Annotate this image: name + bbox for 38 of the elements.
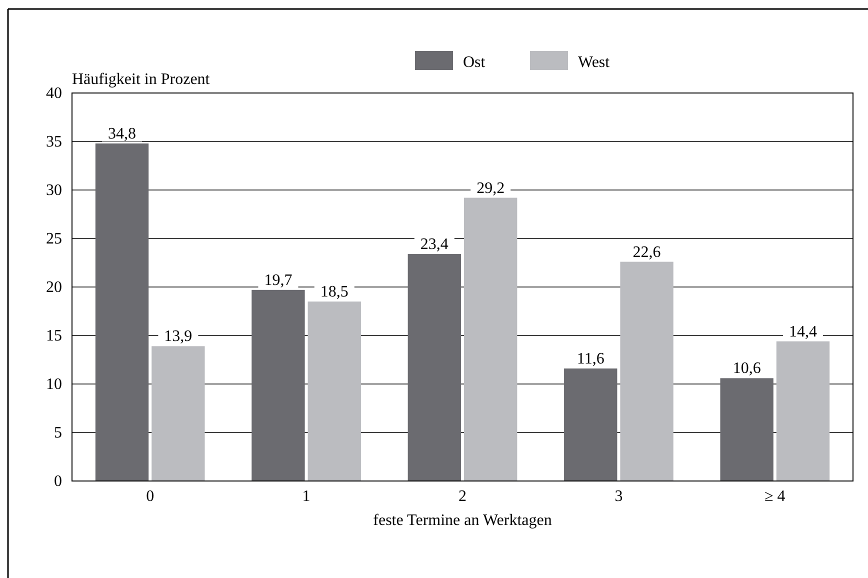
y-tick-label: 0 [54,473,62,490]
bar [95,143,149,481]
y-tick-label: 15 [46,328,62,344]
data-label: 22,6 [632,244,661,261]
y-axis-title: Häufigkeit in Prozent [72,71,210,88]
y-tick-label: 40 [46,85,62,102]
legend-label: Ost [463,54,486,71]
y-tick-label: 25 [46,230,62,248]
data-label: 29,2 [476,180,505,197]
bar [564,368,618,481]
y-tick-label: 5 [54,424,62,442]
x-axis-title: feste Termine an Werktagen [373,512,552,529]
y-tick-label: 35 [46,134,62,150]
bar [308,302,361,481]
legend-label: West [578,54,610,71]
data-label: 11,6 [576,350,604,368]
y-tick-label: 10 [46,376,62,393]
bar [776,341,830,481]
y-tick-label: 30 [46,182,62,199]
x-tick-label: 2 [458,488,466,505]
x-tick-label: 1 [302,488,310,505]
bar [464,198,518,481]
y-tick-label: 20 [46,279,62,296]
data-label: 13,9 [164,328,192,346]
data-label: 14,4 [788,323,817,340]
x-tick-label: 3 [614,488,623,505]
data-label: 34,8 [108,125,136,142]
data-label: 19,7 [264,272,292,289]
bar [252,290,305,481]
x-tick-label: 0 [146,488,154,505]
bar [408,254,461,481]
x-tick-label: ≥ 4 [764,488,786,505]
data-label: 10,6 [732,360,761,378]
data-label: 18,5 [320,284,348,301]
bar [720,378,774,481]
bar [620,262,674,481]
data-label: 23,4 [420,236,448,254]
bar [152,346,205,481]
